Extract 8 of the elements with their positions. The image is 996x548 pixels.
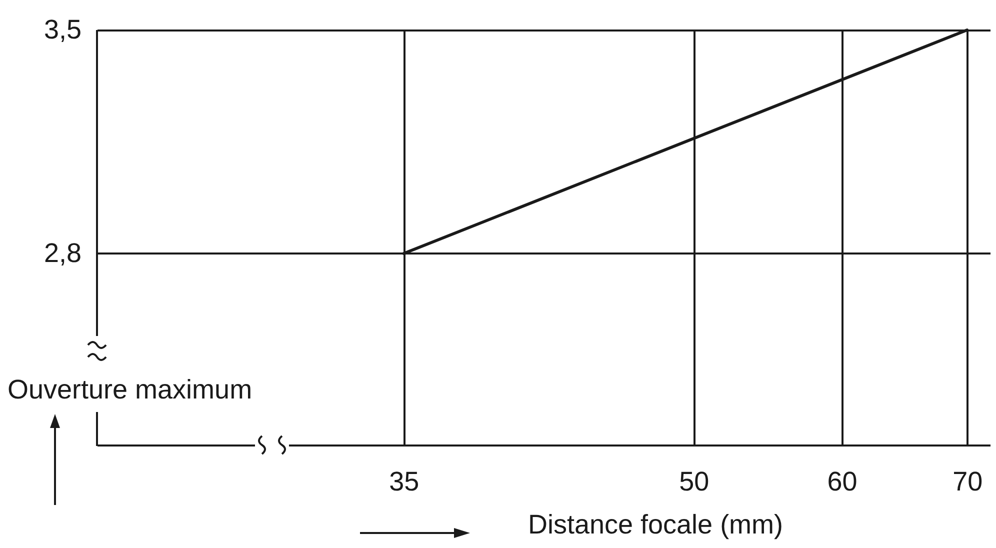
- x-tick-label: 60: [827, 466, 858, 496]
- x-tick-label: 35: [389, 466, 420, 496]
- x-axis-title: Distance focale (mm): [528, 510, 784, 540]
- y-tick-label: 2,8: [44, 238, 82, 268]
- y-tick-label: 3,5: [44, 14, 82, 44]
- y-axis-title: Ouverture maximum: [8, 374, 252, 404]
- x-tick-label: 70: [952, 466, 983, 496]
- x-tick-label: 50: [679, 466, 710, 496]
